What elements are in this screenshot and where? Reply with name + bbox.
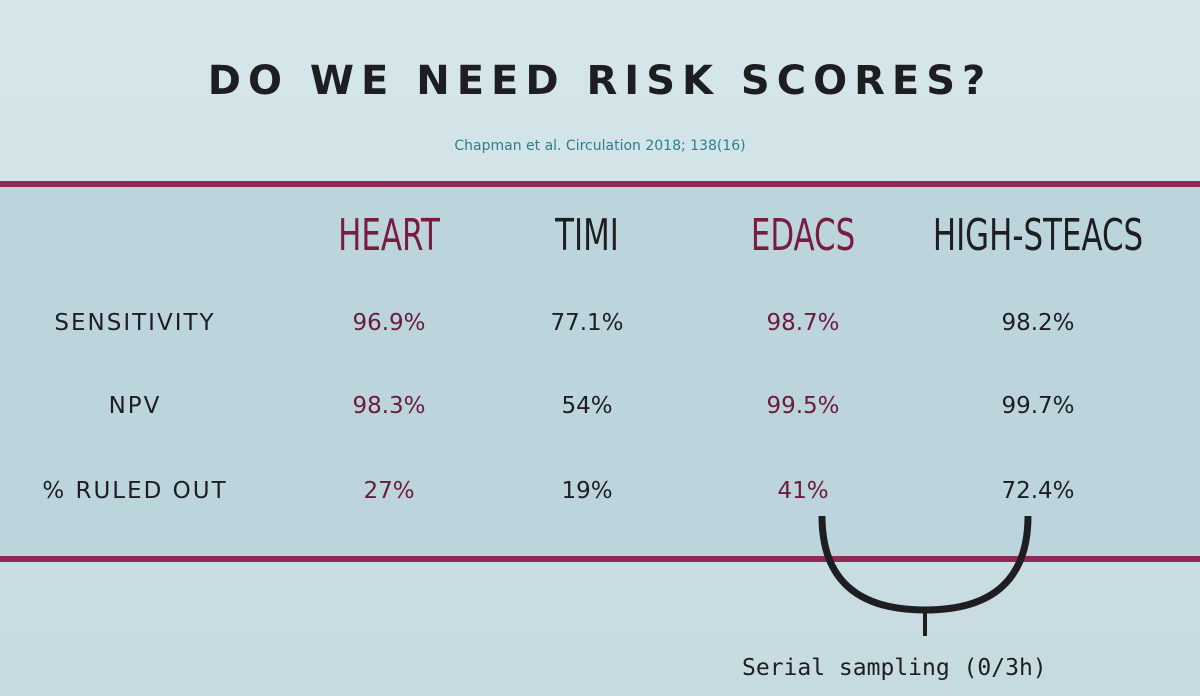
cell-ruled-out-high-steacs: 72.4% (1001, 478, 1075, 504)
cell-npv-high-steacs: 99.7% (1001, 393, 1075, 419)
cell-sensitivity-timi: 77.1% (550, 310, 624, 336)
cell-ruled-out-edacs: 41% (777, 478, 829, 504)
slide-title: DO WE NEED RISK SCORES? (207, 58, 993, 104)
row-label-ruled-out: % RULED OUT (42, 478, 228, 504)
cell-sensitivity-high-steacs: 98.2% (1001, 310, 1075, 336)
column-header-timi: TIMI (555, 210, 619, 261)
cell-npv-heart: 98.3% (352, 393, 426, 419)
column-header-heart: HEART (338, 210, 440, 261)
cell-ruled-out-heart: 27% (363, 478, 415, 504)
row-label-sensitivity: SENSITIVITY (54, 310, 216, 336)
cell-ruled-out-timi: 19% (561, 478, 613, 504)
cell-npv-edacs: 99.5% (766, 393, 840, 419)
cell-npv-timi: 54% (561, 393, 613, 419)
cell-sensitivity-heart: 96.9% (352, 310, 426, 336)
cell-sensitivity-edacs: 98.7% (766, 310, 840, 336)
serial-sampling-bracket (818, 515, 1032, 636)
top-divider (0, 181, 1200, 187)
table-band (0, 187, 1200, 556)
serial-sampling-note: Serial sampling (0/3h) (742, 655, 1047, 681)
citation: Chapman et al. Circulation 2018; 138(16) (454, 138, 746, 154)
bottom-divider (0, 556, 1200, 562)
row-label-npv: NPV (108, 393, 162, 419)
column-header-edacs: EDACS (750, 210, 856, 261)
column-header-high-steacs: HIGH-STEACS (932, 210, 1144, 261)
